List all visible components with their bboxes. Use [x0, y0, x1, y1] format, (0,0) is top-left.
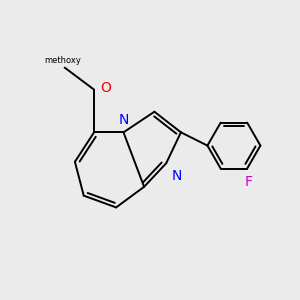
Text: O: O [100, 81, 111, 95]
Text: F: F [244, 175, 253, 189]
Text: N: N [172, 169, 182, 182]
Text: methoxy: methoxy [45, 56, 82, 65]
Text: N: N [119, 113, 129, 127]
